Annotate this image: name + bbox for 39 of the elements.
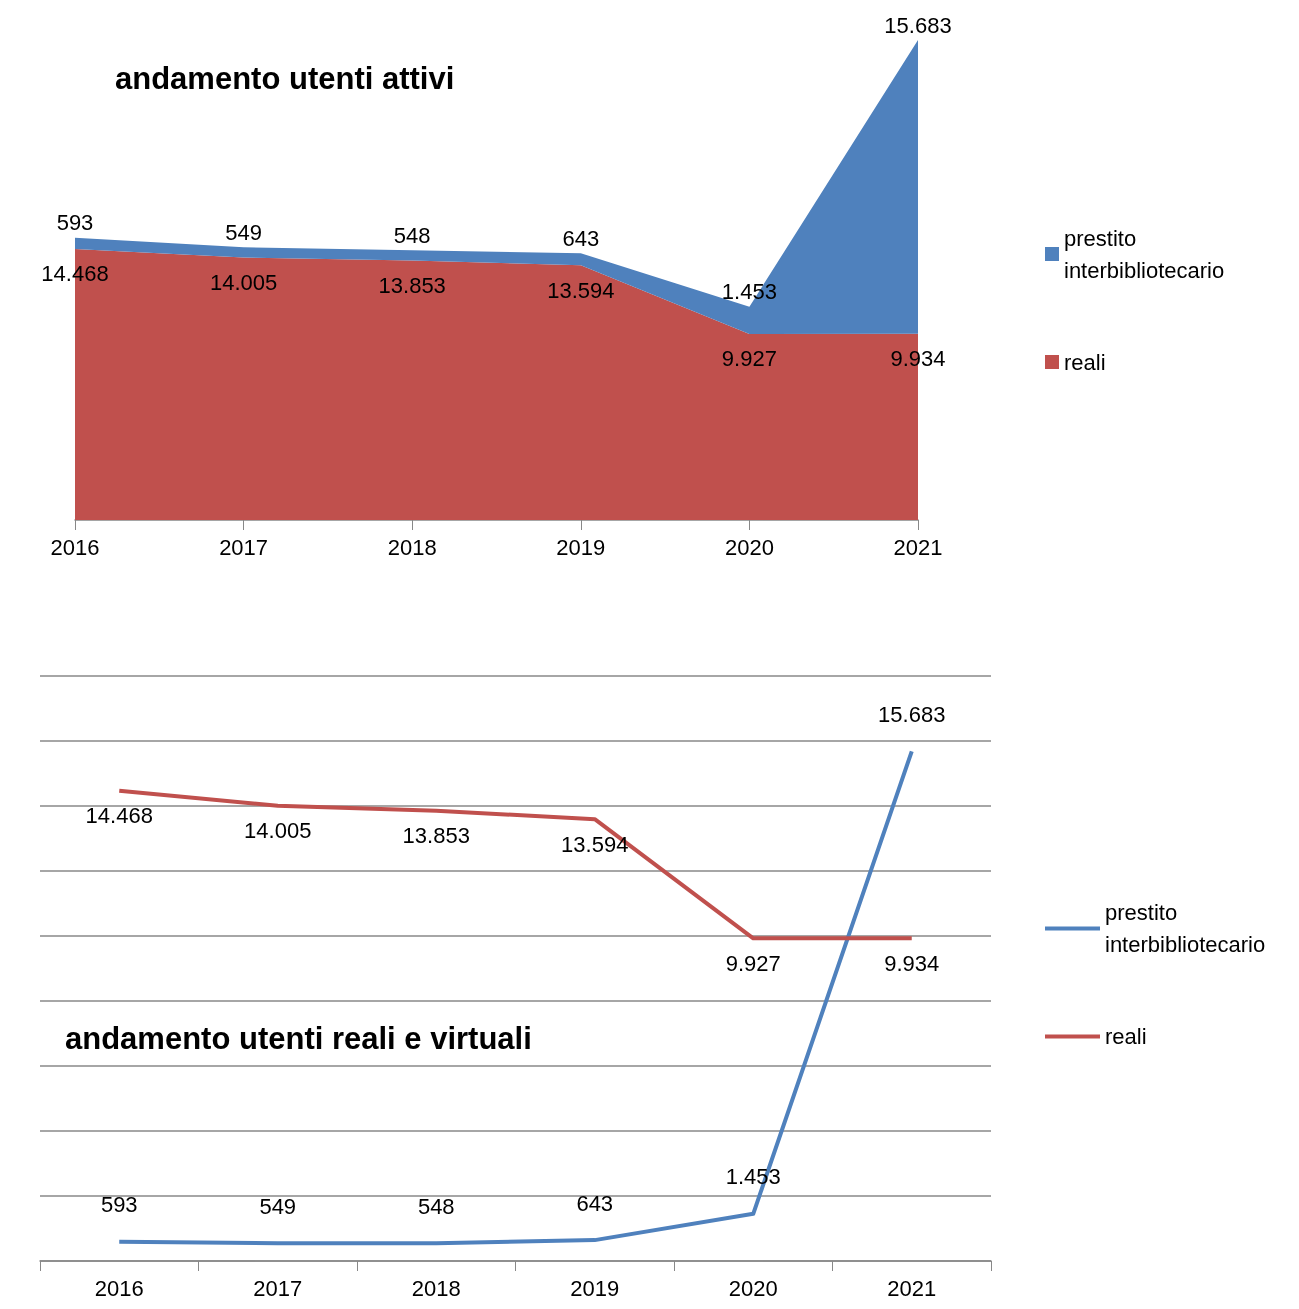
data-label: 13.853: [402, 823, 470, 849]
x-tick-label: 2017: [219, 534, 269, 560]
data-label: 13.594: [547, 277, 615, 303]
data-label: 593: [100, 1192, 138, 1218]
data-label: 14.468: [85, 803, 153, 829]
data-label: 14.005: [209, 270, 278, 296]
data-label: 549: [225, 219, 262, 245]
data-label: 643: [562, 225, 600, 251]
x-tick-label: 2019: [570, 1275, 620, 1301]
legend-label: reali: [1105, 1024, 1147, 1049]
data-label: 9.927: [725, 950, 781, 976]
data-label: 15.683: [884, 12, 952, 38]
legend-label: reali: [1064, 349, 1106, 375]
x-tick-label: 2021: [887, 1275, 937, 1301]
data-label: 549: [259, 1193, 297, 1219]
data-label: 548: [393, 222, 431, 248]
data-label: 643: [576, 1190, 614, 1216]
x-tick-label: 2020: [724, 534, 774, 560]
data-label: 9.934: [884, 950, 940, 976]
data-label: 15.683: [878, 701, 946, 727]
legend-label: prestito interbibliotecario: [1064, 225, 1225, 283]
x-tick-label: 2019: [556, 534, 606, 560]
data-label: 14.005: [244, 818, 312, 844]
x-tick-label: 2020: [728, 1275, 778, 1301]
data-label: 593: [56, 210, 94, 236]
text: andamento utenti reali e virtuali: [65, 1021, 532, 1056]
x-tick-label: 2021: [893, 534, 943, 560]
data-label: 9.934: [890, 346, 946, 372]
x-tick-label: 2018: [387, 534, 437, 560]
legend-label: prestito interbibliotecario: [1105, 900, 1266, 957]
data-label: 13.853: [378, 272, 446, 298]
x-tick-label: 2016: [50, 534, 100, 560]
data-label: 9.927: [721, 346, 777, 372]
x-tick-label: 2016: [94, 1275, 144, 1301]
x-tick-label: 2018: [411, 1275, 461, 1301]
data-label: 13.594: [561, 831, 629, 857]
text: andamento utenti attivi: [115, 61, 455, 96]
x-tick-label: 2017: [253, 1275, 303, 1301]
data-label: 548: [417, 1193, 455, 1219]
